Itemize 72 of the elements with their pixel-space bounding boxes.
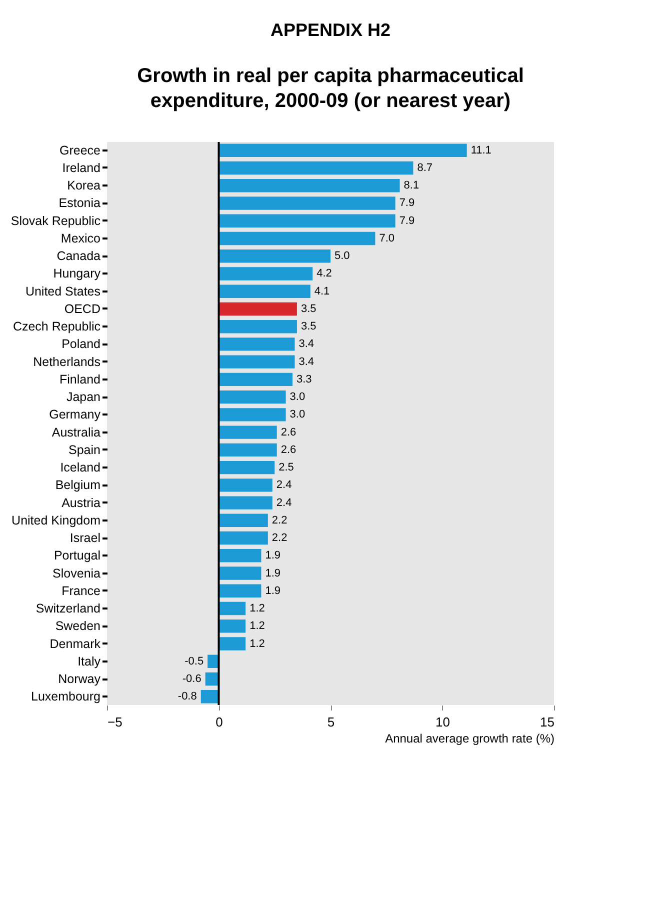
- y-tick-label: Korea: [67, 178, 101, 193]
- y-tick-label: OECD: [64, 302, 100, 316]
- data-label: 3.5: [300, 320, 316, 333]
- y-tick-label: Sweden: [55, 619, 101, 634]
- y-tick-label: Hungary: [53, 266, 102, 281]
- data-label: 2.2: [272, 532, 288, 544]
- data-label: 3.0: [290, 391, 306, 404]
- x-axis-title: Annual average growth rate (%): [385, 732, 554, 746]
- y-tick-label: Luxembourg: [31, 690, 101, 704]
- y-tick-label: Austria: [62, 496, 101, 510]
- y-tick-label: Slovenia: [52, 566, 101, 580]
- y-tick-label: Finland: [60, 372, 101, 386]
- data-label: 3.4: [298, 356, 314, 368]
- data-label: 1.2: [250, 602, 265, 615]
- data-label: 3.5: [300, 302, 316, 315]
- data-label: 1.9: [265, 584, 281, 597]
- y-tick-label: Switzerland: [36, 602, 101, 616]
- data-label: 4.2: [316, 268, 332, 280]
- data-label: -0.5: [184, 655, 204, 668]
- y-tick-label: Czech Republic: [12, 320, 100, 334]
- data-label: 11.1: [470, 144, 492, 156]
- y-tick-label: Ireland: [62, 160, 101, 175]
- data-label: 5.0: [334, 250, 350, 262]
- y-tick-label: Norway: [58, 672, 102, 686]
- chart-title: APPENDIX H2: [270, 20, 391, 40]
- data-label: 8.1: [404, 180, 420, 192]
- data-label: 4.1: [314, 285, 330, 298]
- data-label: 7.9: [399, 197, 415, 210]
- y-tick-label: Netherlands: [33, 354, 100, 369]
- x-tick-label: −5: [108, 714, 122, 730]
- x-tick-label: 0: [216, 714, 223, 730]
- y-tick-label: Iceland: [60, 460, 101, 475]
- data-label: 2.6: [280, 444, 296, 456]
- x-tick-label: 15: [540, 714, 554, 730]
- y-tick-label: Spain: [68, 442, 101, 457]
- y-tick-label: Estonia: [58, 196, 101, 210]
- y-tick-label: Israel: [70, 531, 100, 546]
- data-label: 2.5: [278, 462, 294, 474]
- data-label: 7.9: [399, 214, 415, 227]
- data-label: 3.0: [290, 408, 306, 421]
- data-label: 1.9: [265, 567, 281, 580]
- y-tick-label: Australia: [52, 425, 101, 440]
- y-tick-label: Japan: [66, 390, 101, 404]
- data-label: 1.2: [250, 638, 265, 650]
- data-label: 2.6: [280, 426, 296, 438]
- data-label: 1.2: [250, 620, 265, 632]
- y-tick-label: Mexico: [60, 231, 101, 246]
- y-tick-label: Slovak Republic: [10, 214, 100, 228]
- y-tick-label: United Kingdom: [12, 513, 100, 528]
- chart-subtitle: Growth in real per capita pharmaceutical expenditure, 2000-09 (or nearest year): [137, 65, 524, 112]
- data-label: 8.7: [417, 162, 432, 174]
- y-tick-label: Canada: [56, 249, 101, 264]
- data-label: -0.8: [178, 690, 197, 703]
- data-label: 7.0: [379, 232, 394, 244]
- data-label: -0.6: [182, 673, 202, 686]
- y-tick-label: France: [62, 584, 101, 598]
- y-tick-label: Portugal: [54, 548, 100, 563]
- y-tick-label: Poland: [62, 337, 101, 352]
- data-label: 3.4: [298, 338, 314, 350]
- y-tick-label: Italy: [78, 654, 102, 668]
- data-label: 2.4: [276, 496, 292, 509]
- data-label: 3.3: [296, 373, 312, 386]
- x-tick-label: 10: [436, 714, 450, 730]
- x-tick-label: 5: [327, 714, 335, 730]
- data-label: 1.9: [265, 550, 281, 562]
- y-tick-label: Denmark: [50, 636, 102, 651]
- y-tick-label: Belgium: [55, 478, 100, 492]
- y-tick-label: Greece: [60, 143, 101, 158]
- data-label: 2.4: [276, 479, 292, 492]
- y-tick-label: United States: [25, 284, 100, 298]
- data-label: 2.2: [272, 514, 288, 526]
- y-tick-label: Germany: [49, 408, 102, 422]
